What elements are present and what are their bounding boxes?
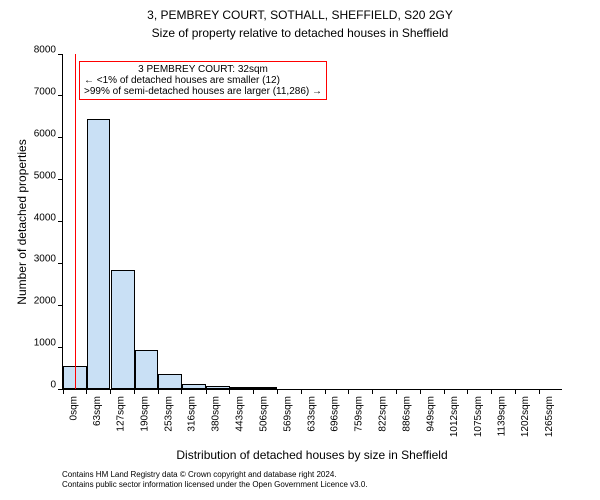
x-tick-label: 253sqm [163,396,174,432]
histogram-bar [206,386,230,389]
chart-container: 3, PEMBREY COURT, SOTHALL, SHEFFIELD, S2… [0,0,600,500]
y-tick-label: 4000 [34,212,56,223]
histogram-bar [182,384,206,389]
footer-line: Contains HM Land Registry data © Crown c… [62,470,562,480]
y-tick-label: 6000 [34,128,56,139]
histogram-bar [158,374,182,389]
y-tick-label: 7000 [34,86,56,97]
histogram-bar [135,350,159,389]
x-tick-label: 1012sqm [449,396,460,437]
y-tick-label: 8000 [34,45,56,56]
x-tick-label: 696sqm [330,396,341,432]
x-tick-label: 63sqm [92,396,103,426]
x-tick-label: 759sqm [354,396,365,432]
histogram-bar [111,270,135,389]
x-tick-label: 949sqm [425,396,436,432]
x-tick-label: 1075sqm [473,396,484,437]
y-tick-label: 5000 [34,170,56,181]
y-tick-label: 0 [50,380,56,391]
y-tick-label: 3000 [34,254,56,265]
x-tick-label: 190sqm [140,396,151,432]
marker-line [75,54,76,389]
bars-group [63,55,562,389]
x-tick-label: 443sqm [235,396,246,432]
y-tick-label: 1000 [34,338,56,349]
annotation-line: 3 PEMBREY COURT: 32sqm [84,64,322,75]
x-tick-label: 886sqm [402,396,413,432]
plot-area: 010002000300040005000600070008000 0sqm63… [62,55,562,390]
histogram-bar [87,119,111,389]
x-tick-label: 1202sqm [521,396,532,437]
x-tick-label: 1265sqm [544,396,555,437]
x-tick-label: 380sqm [211,396,222,432]
annotation-line: ← <1% of detached houses are smaller (12… [84,75,322,86]
chart-title-line2: Size of property relative to detached ho… [0,26,600,40]
annotation-line: >99% of semi-detached houses are larger … [84,86,322,97]
histogram-bar [230,387,254,390]
x-tick-label: 506sqm [259,396,270,432]
x-tick-label: 1139sqm [497,396,508,436]
annotation-box: 3 PEMBREY COURT: 32sqm← <1% of detached … [79,61,327,100]
footer-line: Contains public sector information licen… [62,480,562,490]
x-tick-label: 569sqm [282,396,293,432]
x-tick-label: 0sqm [68,396,79,420]
x-tick-label: 633sqm [306,396,317,432]
chart-footer: Contains HM Land Registry data © Crown c… [62,470,562,490]
y-axis-label: Number of detached properties [15,122,29,322]
histogram-bar [254,387,278,389]
x-tick-label: 822sqm [377,396,388,432]
x-axis-label: Distribution of detached houses by size … [62,448,562,462]
chart-title-line1: 3, PEMBREY COURT, SOTHALL, SHEFFIELD, S2… [0,8,600,22]
x-tick-label: 127sqm [116,396,127,432]
x-tick-label: 316sqm [187,396,198,432]
y-tick-label: 2000 [34,296,56,307]
